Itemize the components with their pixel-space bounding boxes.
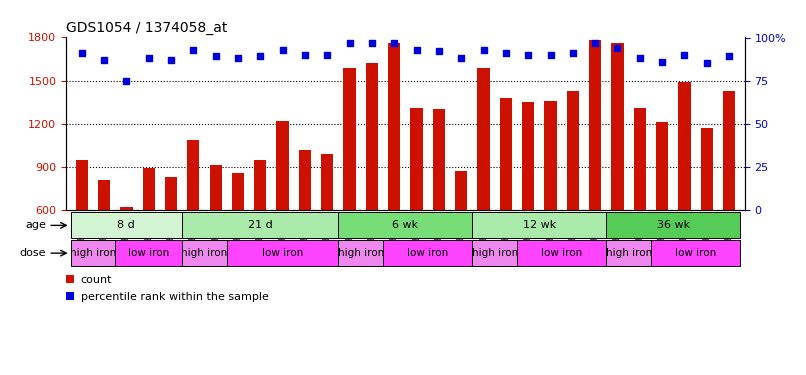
Bar (98, 180, 110, 210)
Bar (500, 98, 512, 210)
Point (210, 54, 222, 60)
Text: high iron: high iron (70, 248, 116, 258)
Point (567, 50, 580, 56)
Bar (433, 110, 445, 210)
Text: 36 wk: 36 wk (657, 220, 690, 230)
Text: 21 d: 21 d (248, 220, 272, 230)
Bar (339, 240, 383, 266)
Text: 6 wk: 6 wk (393, 220, 418, 230)
Text: high iron: high iron (181, 248, 227, 258)
Bar (321, 154, 334, 210)
Text: count: count (81, 275, 112, 285)
Bar (232, 172, 244, 210)
Point (588, 40, 601, 46)
Text: percentile rank within the sample: percentile rank within the sample (81, 292, 268, 302)
Point (656, 58, 669, 64)
Point (343, 40, 356, 46)
Bar (165, 177, 177, 210)
Bar (182, 212, 339, 238)
Point (321, 52, 334, 58)
Point (521, 52, 534, 58)
Bar (472, 212, 606, 238)
Bar (66, 276, 74, 282)
Bar (544, 101, 557, 210)
Bar (522, 102, 534, 210)
Point (544, 52, 557, 58)
Point (455, 55, 467, 61)
Bar (383, 240, 472, 266)
Bar (71, 240, 115, 266)
Bar (589, 40, 601, 210)
Text: low iron: low iron (675, 248, 717, 258)
Point (700, 60, 713, 66)
Bar (388, 43, 401, 210)
Bar (120, 207, 132, 210)
Point (433, 48, 446, 54)
Bar (455, 171, 467, 210)
Bar (71, 212, 182, 238)
Text: age: age (25, 220, 46, 230)
Bar (115, 240, 182, 266)
Bar (651, 240, 740, 266)
Text: high iron: high iron (472, 248, 517, 258)
Bar (366, 63, 378, 210)
Point (611, 45, 624, 51)
Point (500, 50, 513, 56)
Text: high iron: high iron (605, 248, 652, 258)
Point (98, 57, 110, 63)
Bar (143, 168, 155, 210)
Bar (606, 240, 651, 266)
Text: low iron: low iron (541, 248, 582, 258)
Bar (66, 292, 74, 300)
Bar (339, 212, 472, 238)
Bar (276, 121, 289, 210)
Text: 12 wk: 12 wk (523, 220, 556, 230)
Point (365, 40, 378, 46)
Bar (187, 140, 199, 210)
Point (187, 46, 200, 53)
Bar (700, 128, 713, 210)
Bar (410, 108, 422, 210)
Bar (634, 108, 646, 210)
Point (231, 55, 244, 61)
Text: low iron: low iron (262, 248, 303, 258)
Text: low iron: low iron (407, 248, 448, 258)
Point (120, 78, 133, 84)
Bar (343, 68, 355, 210)
Bar (567, 91, 579, 210)
Bar (226, 240, 339, 266)
Bar (254, 160, 267, 210)
Bar (210, 165, 222, 210)
Bar (612, 43, 624, 210)
Text: high iron: high iron (338, 248, 384, 258)
Point (164, 57, 177, 63)
Text: low iron: low iron (128, 248, 169, 258)
Bar (477, 68, 490, 210)
Text: GDS1054 / 1374058_at: GDS1054 / 1374058_at (66, 21, 227, 35)
Point (477, 46, 490, 53)
Bar (656, 122, 668, 210)
Bar (76, 160, 88, 210)
Point (298, 52, 311, 58)
Text: dose: dose (19, 248, 46, 258)
Bar (679, 82, 691, 210)
Point (276, 46, 289, 53)
Bar (182, 240, 226, 266)
Text: 8 d: 8 d (118, 220, 135, 230)
Point (634, 55, 646, 61)
Point (254, 54, 267, 60)
Point (723, 54, 736, 60)
Bar (723, 91, 735, 210)
Point (142, 55, 155, 61)
Point (388, 40, 401, 46)
Point (75, 50, 88, 56)
Bar (299, 150, 311, 210)
Bar (517, 240, 606, 266)
Point (678, 52, 691, 58)
Point (410, 46, 423, 53)
Bar (472, 240, 517, 266)
Bar (606, 212, 740, 238)
